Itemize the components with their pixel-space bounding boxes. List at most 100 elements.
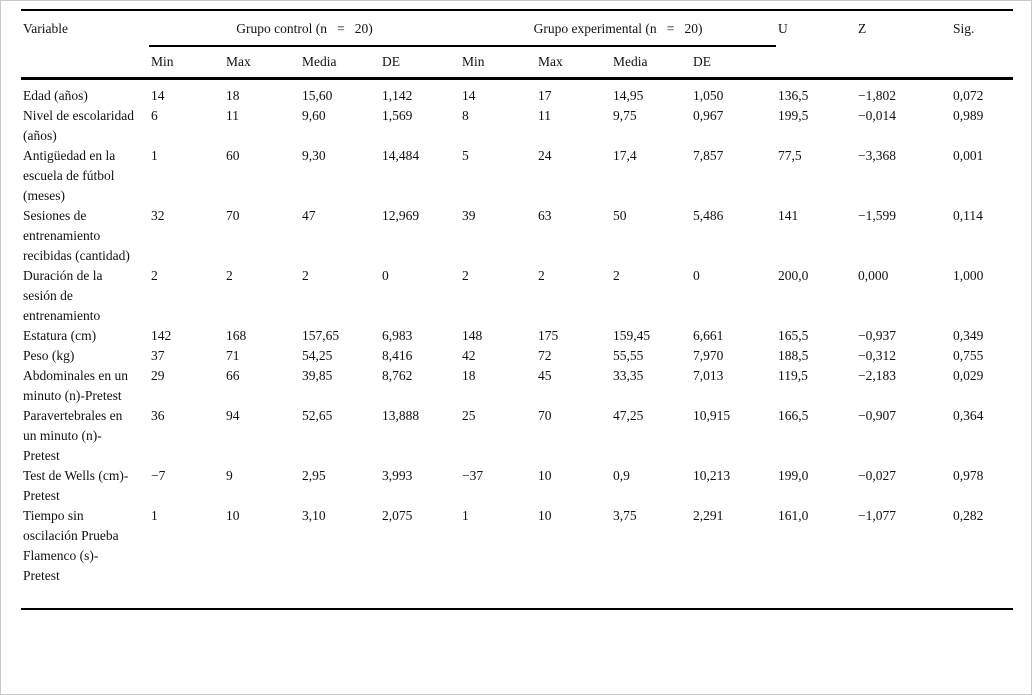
control-de-cell: 1,142	[382, 88, 413, 103]
control-de-cell: 6,983	[382, 328, 413, 343]
variable-cell: Nivel de escolaridad (años)	[23, 108, 134, 143]
z-cell: −0,907	[858, 408, 897, 423]
experimental-media-cell: 33,35	[613, 368, 644, 383]
experimental-de-cell: 2,291	[693, 508, 724, 523]
control-de-cell: 0	[382, 268, 389, 283]
table-row: Sesiones de entrenamiento recibidas (can…	[21, 206, 1013, 266]
table-row: Edad (años) 14 18 15,60 1,142 14 17 14,9…	[21, 79, 1013, 107]
control-max-cell: 10	[226, 508, 240, 523]
experimental-max-cell: 17	[538, 88, 552, 103]
variable-cell: Antigüedad en la escuela de fútbol (mese…	[23, 148, 116, 203]
z-cell: −3,368	[858, 148, 897, 163]
experimental-media-cell: 14,95	[613, 88, 644, 103]
u-cell: 199,5	[778, 108, 809, 123]
table-row: Peso (kg) 37 71 54,25 8,416 42 72 55,55 …	[21, 346, 1013, 366]
control-min-cell: 37	[151, 348, 165, 363]
experimental-max-cell: 2	[538, 268, 545, 283]
z-cell: −1,077	[858, 508, 897, 523]
control-max-cell: 18	[226, 88, 240, 103]
experimental-min-cell: 39	[462, 208, 476, 223]
experimental-min-cell: 18	[462, 368, 476, 383]
experimental-media-cell: 17,4	[613, 148, 637, 163]
control-max-cell: 9	[226, 468, 233, 483]
sig-cell: 0,072	[953, 88, 984, 103]
control-min-cell: 1	[151, 148, 158, 163]
control-de-cell: 2,075	[382, 508, 413, 523]
variable-cell: Duración de la sesión de entrenamiento	[23, 268, 103, 323]
variable-cell: Estatura (cm)	[23, 328, 97, 343]
experimental-media-cell: 55,55	[613, 348, 644, 363]
experimental-de-cell: 5,486	[693, 208, 724, 223]
column-header-experimental-max: Max	[536, 46, 612, 80]
experimental-max-cell: 45	[538, 368, 552, 383]
table-row: Test de Wells (cm)-Pretest −7 9 2,95 3,9…	[21, 466, 1013, 506]
z-cell: −0,937	[858, 328, 897, 343]
control-de-cell: 14,484	[382, 148, 420, 163]
sig-cell: 0,001	[953, 148, 984, 163]
experimental-media-cell: 50	[613, 208, 627, 223]
experimental-max-cell: 175	[538, 328, 559, 343]
experimental-max-cell: 10	[538, 508, 552, 523]
z-cell: −0,027	[858, 468, 897, 483]
control-min-cell: 2	[151, 268, 158, 283]
control-max-cell: 168	[226, 328, 247, 343]
experimental-de-cell: 10,213	[693, 468, 731, 483]
experimental-min-cell: 1	[462, 508, 469, 523]
experimental-max-cell: 63	[538, 208, 552, 223]
control-max-cell: 70	[226, 208, 240, 223]
u-cell: 77,5	[778, 148, 802, 163]
experimental-de-cell: 0,967	[693, 108, 724, 123]
experimental-min-cell: 148	[462, 328, 483, 343]
experimental-min-cell: −37	[462, 468, 484, 483]
sig-cell: 0,755	[953, 348, 984, 363]
control-max-cell: 11	[226, 108, 239, 123]
sig-cell: 0,114	[953, 208, 983, 223]
u-cell: 119,5	[778, 368, 808, 383]
u-cell: 166,5	[778, 408, 809, 423]
control-media-cell: 2	[302, 268, 309, 283]
experimental-max-cell: 70	[538, 408, 552, 423]
control-media-cell: 2,95	[302, 468, 326, 483]
experimental-min-cell: 5	[462, 148, 469, 163]
u-cell: 165,5	[778, 328, 809, 343]
experimental-de-cell: 7,970	[693, 348, 724, 363]
experimental-max-cell: 72	[538, 348, 552, 363]
control-min-cell: 142	[151, 328, 172, 343]
control-media-cell: 47	[302, 208, 316, 223]
column-header-group-control: Grupo control (n = 20)	[149, 10, 461, 47]
table-row: Duración de la sesión de entrenamiento 2…	[21, 266, 1013, 326]
experimental-de-cell: 10,915	[693, 408, 731, 423]
experimental-max-cell: 10	[538, 468, 552, 483]
experimental-media-cell: 2	[613, 268, 620, 283]
table-row: Nivel de escolaridad (años) 6 11 9,60 1,…	[21, 106, 1013, 146]
experimental-media-cell: 9,75	[613, 108, 637, 123]
experimental-min-cell: 8	[462, 108, 469, 123]
column-header-experimental-de: DE	[691, 46, 777, 80]
table-header: Variable Grupo control (n = 20) Grupo ex…	[21, 10, 1014, 80]
u-cell: 141	[778, 208, 799, 223]
sig-cell: 0,029	[953, 368, 984, 383]
statistics-table: Variable Grupo control (n = 20) Grupo ex…	[21, 9, 1014, 610]
sig-cell: 0,364	[953, 408, 984, 423]
experimental-max-cell: 24	[538, 148, 552, 163]
z-cell: −1,599	[858, 208, 897, 223]
experimental-media-cell: 159,45	[613, 328, 651, 343]
control-media-cell: 52,65	[302, 408, 333, 423]
experimental-media-cell: 0,9	[613, 468, 630, 483]
z-cell: −2,183	[858, 368, 897, 383]
sig-cell: 0,989	[953, 108, 984, 123]
table-row: Abdominales en un minuto (n)-Pretest 29 …	[21, 366, 1013, 406]
experimental-de-cell: 7,013	[693, 368, 724, 383]
control-media-cell: 3,10	[302, 508, 326, 523]
control-max-cell: 60	[226, 148, 240, 163]
experimental-max-cell: 11	[538, 108, 552, 123]
u-cell: 161,0	[778, 508, 809, 523]
control-de-cell: 3,993	[382, 468, 413, 483]
control-media-cell: 157,65	[302, 328, 340, 343]
experimental-min-cell: 2	[462, 268, 469, 283]
variable-cell: Sesiones de entrenamiento recibidas (can…	[23, 208, 130, 263]
control-de-cell: 8,416	[382, 348, 413, 363]
u-cell: 200,0	[778, 268, 809, 283]
experimental-de-cell: 6,661	[693, 328, 724, 343]
